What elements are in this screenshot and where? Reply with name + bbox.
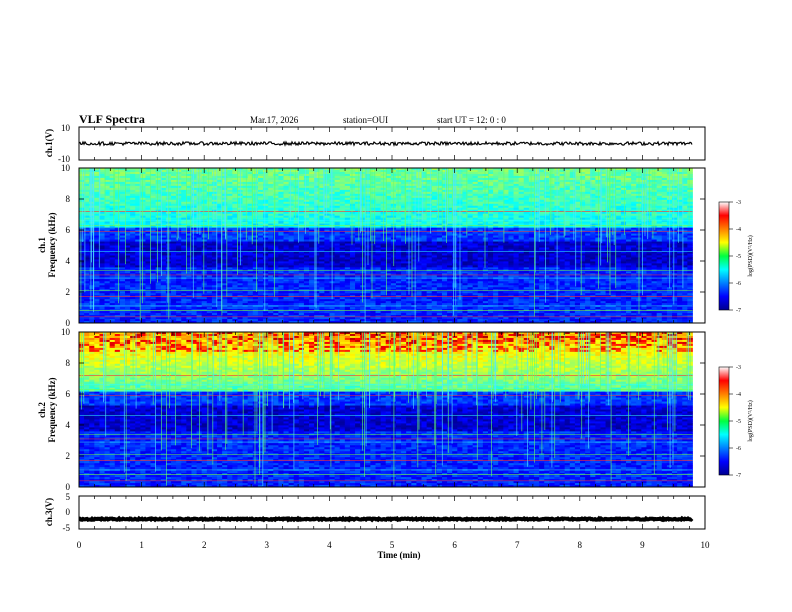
y-tick-label: 6 xyxy=(66,225,71,235)
ch1-waveform-ytick-top: 10 xyxy=(61,123,71,133)
header-date: Mar.17, 2026 xyxy=(250,115,299,125)
ch3-waveform-ytick-bottom: -5 xyxy=(63,523,71,533)
panel-ch1-spectrogram: ch.1 Frequency (kHz) 0 2 4 6 8 10 xyxy=(37,163,706,328)
y-tick-label: 8 xyxy=(66,358,71,368)
panel-ch1-waveform: ch.1(V) 10 -10 xyxy=(44,123,706,164)
x-tick-label: 8 xyxy=(578,540,583,550)
y-tick-label: 2 xyxy=(66,287,71,297)
x-tick-label: 10 xyxy=(701,540,711,550)
x-tick-label: 0 xyxy=(77,540,82,550)
colorbar-tick-label: -3 xyxy=(736,200,741,206)
y-tick-label: 4 xyxy=(66,256,71,266)
ch1-spectrogram-channel-label: ch.1 xyxy=(37,237,47,253)
y-tick-label: 0 xyxy=(66,482,71,492)
x-tick-label: 4 xyxy=(327,540,332,550)
waveform-line-ch.1 xyxy=(78,140,693,147)
colorbar-tick-label: -5 xyxy=(736,419,741,425)
x-axis-label: Time (min) xyxy=(377,550,420,560)
ch1-waveform-ytick-bottom: -10 xyxy=(58,154,70,164)
colorbar-tick-label: -3 xyxy=(736,365,741,371)
colorbar-ch1-label: log(PSD)(V²/Hz) xyxy=(747,235,754,276)
colorbar-tick-label: -4 xyxy=(736,392,741,398)
y-tick-label: 8 xyxy=(66,194,71,204)
x-tick-label: 6 xyxy=(452,540,457,550)
colorbar-tick-label: -4 xyxy=(736,227,741,233)
colorbar-tick-label: -6 xyxy=(736,446,741,452)
ch3-waveform-ylabel: ch.3(V) xyxy=(44,498,54,526)
colorbar-ch2-label: log(PSD)(V²/Hz) xyxy=(747,400,754,441)
chart-title: VLF Spectra xyxy=(79,112,145,126)
colorbar-tick-label: -7 xyxy=(736,473,741,479)
panel-ch2-spectrogram: ch.2 Frequency (kHz) 0 2 4 6 8 10 xyxy=(37,327,706,492)
colorbar-ch2: -3 -4 -5 -6 -7 log(PSD)(V²/Hz) xyxy=(718,365,754,479)
ch1-waveform-ylabel: ch.1(V) xyxy=(44,129,54,157)
x-tick-label: 1 xyxy=(139,540,144,550)
y-tick-label: 4 xyxy=(66,420,71,430)
waveform-line-ch.3 xyxy=(78,515,694,523)
colorbar-tick-label: -5 xyxy=(736,254,741,260)
header-start-time: start UT = 12: 0 : 0 xyxy=(437,115,506,125)
ch1-spectrogram-ylabel: Frequency (kHz) xyxy=(47,212,57,277)
ch2-spectrogram-channel-label: ch.2 xyxy=(37,402,47,418)
y-tick-label: 10 xyxy=(61,163,71,173)
colorbar-tick-label: -7 xyxy=(736,308,741,314)
x-tick-label: 5 xyxy=(390,540,395,550)
header-station: station=OUI xyxy=(343,115,388,125)
y-tick-label: 6 xyxy=(66,389,71,399)
ch3-waveform-ytick-zero: 0 xyxy=(66,507,71,517)
x-tick-label: 7 xyxy=(515,540,520,550)
y-tick-label: 10 xyxy=(61,327,71,337)
y-tick-label: 2 xyxy=(66,451,71,461)
panel-ch3-waveform: ch.3(V) 5 -5 xyxy=(44,492,706,533)
x-tick-label: 2 xyxy=(202,540,207,550)
y-tick-label: 0 xyxy=(66,318,71,328)
x-tick-label: 3 xyxy=(265,540,270,550)
ch2-spectrogram-ylabel: Frequency (kHz) xyxy=(47,377,57,442)
ch3-waveform-ytick-top: 5 xyxy=(66,492,71,502)
colorbar-ch1: -3 -4 -5 -6 -7 log(PSD)(V²/Hz) xyxy=(718,200,754,314)
x-tick-label: 9 xyxy=(640,540,645,550)
colorbar-tick-label: -6 xyxy=(736,281,741,287)
